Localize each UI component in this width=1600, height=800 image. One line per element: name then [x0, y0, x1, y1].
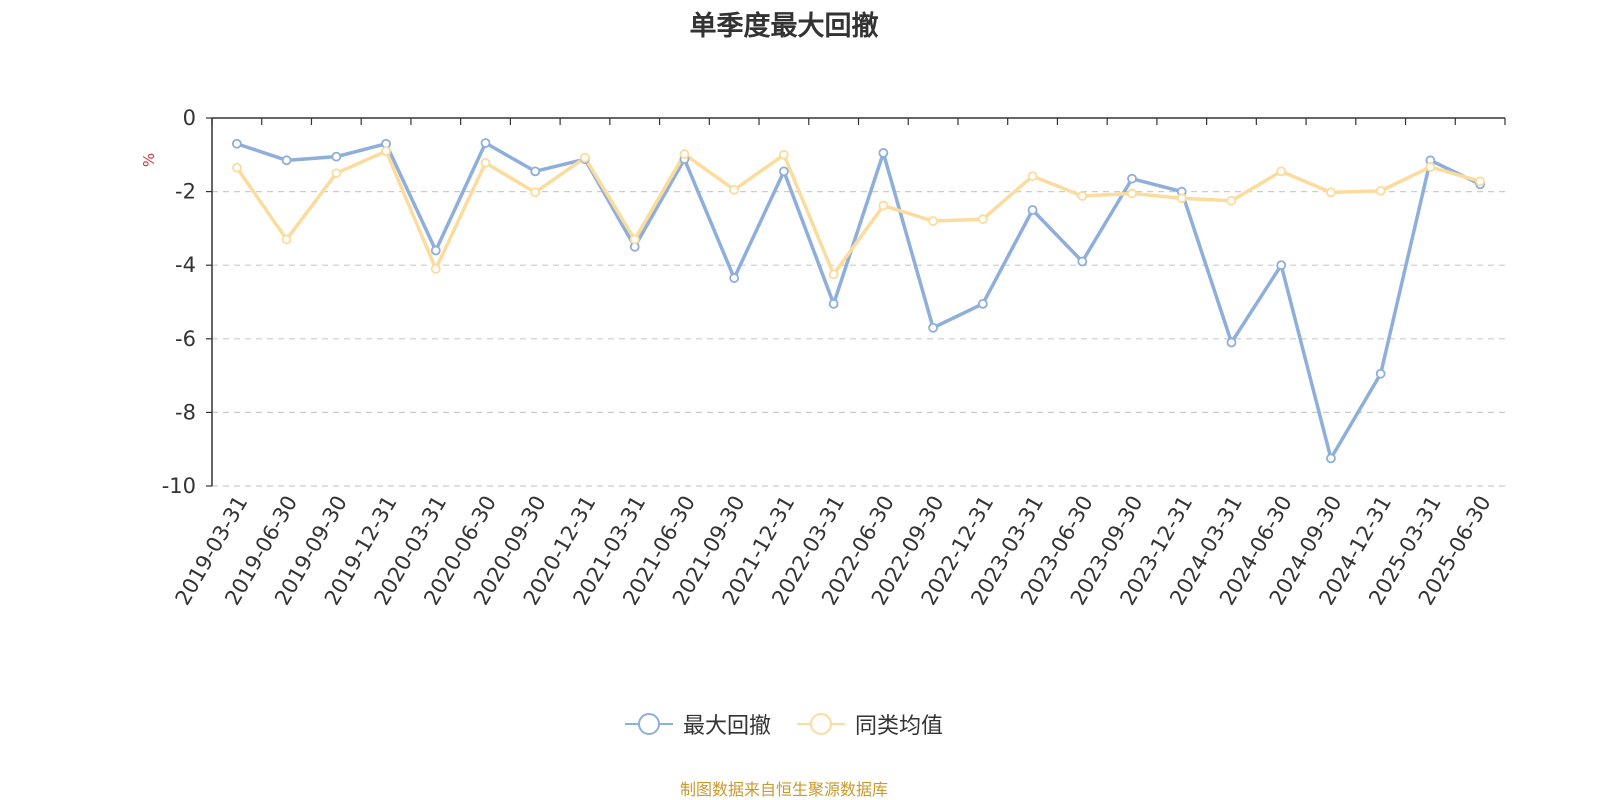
data-point-0[interactable] [1027, 205, 1038, 215]
data-point-0[interactable] [530, 166, 541, 177]
legend-label: 最大回撤 [682, 714, 771, 739]
y-tick-label: -2 [175, 180, 196, 204]
data-point-1[interactable] [580, 152, 590, 163]
data-point-0[interactable] [1326, 453, 1336, 464]
data-point-1[interactable] [679, 149, 690, 159]
data-point-0[interactable] [729, 273, 740, 283]
data-point-0[interactable] [828, 298, 839, 309]
data-point-1[interactable] [281, 234, 292, 245]
chart-title: 单季度最大回撤 [689, 11, 879, 42]
data-point-0[interactable] [779, 166, 789, 177]
data-point-1[interactable] [1027, 171, 1038, 182]
data-point-0[interactable] [878, 148, 889, 158]
data-point-1[interactable] [331, 168, 342, 179]
data-point-1[interactable] [928, 216, 938, 226]
data-point-0[interactable] [231, 138, 242, 149]
legend-label: 同类均值 [855, 714, 944, 739]
legend-swatch-icon [797, 713, 845, 735]
data-point-1[interactable] [1226, 195, 1237, 206]
data-point-0[interactable] [1077, 256, 1088, 267]
y-tick-label: -6 [175, 327, 196, 351]
y-tick-label: -10 [162, 474, 196, 498]
data-point-1[interactable] [629, 234, 640, 245]
legend-swatch-icon [624, 713, 673, 735]
data-point-1[interactable] [231, 162, 242, 173]
data-point-1[interactable] [1127, 188, 1137, 199]
series-line-1 [235, 149, 1481, 277]
y-tick-label: -8 [175, 400, 196, 424]
data-point-0[interactable] [430, 245, 441, 256]
data-point-1[interactable] [878, 200, 889, 211]
series-line-0 [236, 141, 1481, 461]
data-point-1[interactable] [530, 187, 541, 198]
legend: 最大回撤 同类均值 [0, 708, 1568, 740]
data-point-1[interactable] [1176, 193, 1187, 204]
data-point-1[interactable] [977, 214, 988, 225]
line-chart: % 0-2-4-6-8-102019-03-312019-06-302019-0… [140, 106, 1506, 609]
data-point-1[interactable] [1375, 185, 1386, 196]
data-point-0[interactable] [1226, 337, 1237, 348]
legend-item-1[interactable]: 同类均值 [797, 708, 943, 740]
data-point-1[interactable] [1326, 187, 1336, 198]
data-point-0[interactable] [281, 155, 292, 166]
legend-item-0[interactable]: 最大回撤 [624, 708, 771, 740]
gridlines [212, 191, 1505, 487]
data-point-1[interactable] [1077, 191, 1088, 201]
y-tick-label: -4 [175, 253, 196, 277]
data-point-0[interactable] [977, 298, 988, 309]
data-point-1[interactable] [729, 184, 740, 195]
data-point-0[interactable] [480, 138, 491, 148]
data-point-1[interactable] [480, 157, 491, 168]
data-point-0[interactable] [928, 322, 938, 333]
data-point-1[interactable] [381, 146, 391, 157]
data-point-1[interactable] [1475, 176, 1486, 187]
data-point-1[interactable] [1425, 162, 1436, 172]
data-point-0[interactable] [1276, 260, 1287, 271]
series-lines [231, 138, 1486, 464]
data-point-1[interactable] [430, 263, 441, 274]
y-tick-label: 0 [183, 106, 196, 130]
data-point-0[interactable] [1375, 368, 1386, 379]
source-note: 制图数据来自恒生聚源数据库 [679, 780, 888, 799]
data-point-0[interactable] [1127, 173, 1137, 184]
data-point-1[interactable] [828, 269, 839, 280]
data-point-1[interactable] [1276, 166, 1287, 177]
data-point-0[interactable] [331, 151, 342, 162]
data-point-1[interactable] [779, 149, 789, 160]
y-axis-label: % [140, 153, 158, 167]
